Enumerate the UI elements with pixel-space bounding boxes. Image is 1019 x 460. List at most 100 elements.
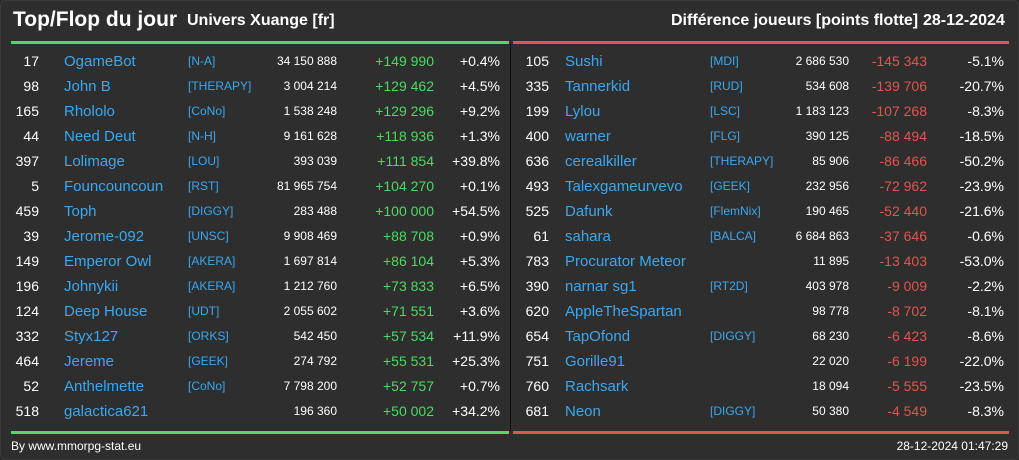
table-row: 17 OgameBot [N-A] 34 150 888 +149 990 +0.4% (1, 49, 510, 74)
player-name-link[interactable]: OgameBot (64, 53, 136, 70)
table-row: 124 Deep House [UDT] 2 055 602 +71 551 +3.6% (1, 299, 510, 324)
alliance-tag-link[interactable]: [FlemNix] (710, 204, 761, 218)
alliance-tag-link[interactable]: [RST] (188, 179, 219, 193)
fleet-points-cell: 390 125 (805, 129, 849, 143)
universe-label: Univers Xuange [fr] (187, 12, 335, 29)
alliance-tag-link[interactable]: [UNSC] (188, 229, 229, 243)
rank-cell: 335 (525, 78, 549, 94)
rank-cell: 681 (525, 403, 549, 419)
alliance-tag-link[interactable]: [DIGGY] (188, 204, 234, 218)
timestamp-text: 28-12-2024 01:47:29 (896, 439, 1008, 453)
alliance-tag-link[interactable]: [RT2D] (710, 279, 748, 293)
player-name-link[interactable]: Jereme (64, 353, 115, 370)
alliance-tag-link[interactable]: [MDI] (710, 54, 739, 68)
percent-change-cell: +5.3% (459, 253, 500, 269)
player-name-link[interactable]: Rhololo (64, 103, 115, 120)
player-name-link[interactable]: John B (64, 78, 111, 95)
player-name-link[interactable]: Tannerkid (565, 78, 631, 95)
top-gainers-table: 17 OgameBot [N-A] 34 150 888 +149 990 +0.4% 98… (1, 49, 510, 424)
rank-cell: 98 (23, 78, 39, 94)
player-name-link[interactable]: Lylou (565, 103, 601, 120)
percent-change-cell: +54.5% (452, 203, 500, 219)
fleet-points-cell: 11 895 (813, 254, 849, 268)
player-name-link[interactable]: Talexgameurvevo (565, 178, 683, 195)
points-delta-cell: +50 002 (383, 403, 434, 419)
percent-change-cell: +0.9% (459, 228, 500, 244)
alliance-tag-link[interactable]: [FLG] (710, 129, 741, 143)
table-row: 464 Jereme [GEEK] 274 792 +55 531 +25.3% (1, 349, 510, 374)
player-name-link[interactable]: sahara (565, 228, 611, 245)
points-delta-cell: +57 534 (383, 328, 434, 344)
percent-change-cell: -21.6% (959, 203, 1004, 219)
table-row: 44 Need Deut [N-H] 9 161 628 +118 936 +1.3% (1, 124, 510, 149)
player-name-link[interactable]: Procurator Meteor (565, 253, 686, 270)
table-row: 783 Procurator Meteor 11 895 -13 403 -53.0% (511, 249, 1018, 274)
player-name-link[interactable]: cerealkiller (565, 153, 637, 170)
date-label: 28-12-2024 (923, 12, 1005, 29)
fleet-points-cell: 1 697 814 (283, 254, 337, 268)
percent-change-cell: -23.5% (959, 378, 1004, 394)
table-row: 335 Tannerkid [RUD] 534 608 -139 706 -20.7% (511, 74, 1018, 99)
percent-change-cell: -23.9% (959, 178, 1004, 194)
alliance-tag-link[interactable]: [N-A] (188, 54, 216, 68)
player-name-link[interactable]: Jerome-092 (64, 228, 145, 245)
alliance-tag-link[interactable]: [CoNo] (188, 104, 226, 118)
points-delta-cell: -6 423 (887, 328, 927, 344)
rank-cell: 751 (525, 353, 549, 369)
table-row: 525 Dafunk [FlemNix] 190 465 -52 440 -21.6% (511, 199, 1018, 224)
player-name-link[interactable]: TapOfond (565, 328, 631, 345)
alliance-tag-link[interactable]: [UDT] (188, 304, 220, 318)
percent-change-cell: -8.1% (967, 303, 1004, 319)
fleet-points-cell: 196 360 (293, 404, 337, 418)
percent-change-cell: +34.2% (452, 403, 500, 419)
player-name-link[interactable]: galactica621 (64, 403, 149, 420)
points-delta-cell: +55 531 (383, 353, 434, 369)
alliance-tag-link[interactable]: [DIGGY] (710, 404, 756, 418)
player-name-link[interactable]: Need Deut (64, 128, 136, 145)
alliance-tag-link[interactable]: [RUD] (710, 79, 743, 93)
player-name-link[interactable]: Johnykii (64, 278, 119, 295)
percent-change-cell: +6.5% (459, 278, 500, 294)
rank-cell: 390 (525, 278, 549, 294)
fleet-points-cell: 1 183 123 (795, 104, 849, 118)
alliance-tag-link[interactable]: [THERAPY] (188, 79, 252, 93)
alliance-tag-link[interactable]: [GEEK] (188, 354, 229, 368)
alliance-tag-link[interactable]: [AKERA] (188, 279, 236, 293)
player-name-link[interactable]: Dafunk (565, 203, 613, 220)
player-name-link[interactable]: Toph (64, 203, 97, 220)
alliance-tag-link[interactable]: [AKERA] (188, 254, 236, 268)
alliance-tag-link[interactable]: [LOU] (188, 154, 220, 168)
player-name-link[interactable]: Neon (565, 403, 601, 420)
alliance-tag-link[interactable]: [CoNo] (188, 379, 226, 393)
alliance-tag-link[interactable]: [THERAPY] (710, 154, 774, 168)
fleet-points-cell: 393 039 (293, 154, 337, 168)
player-name-link[interactable]: Gorille91 (565, 353, 626, 370)
player-name-link[interactable]: Anthelmette (64, 378, 145, 395)
alliance-tag-link[interactable]: [N-H] (188, 129, 216, 143)
alliance-tag-link[interactable]: [ORKS] (188, 329, 229, 343)
player-name-link[interactable]: Deep House (64, 303, 148, 320)
player-name-link[interactable]: Rachsark (565, 378, 629, 395)
alliance-tag-link[interactable]: [BALCA] (710, 229, 757, 243)
player-name-link[interactable]: Styx127 (64, 328, 119, 345)
alliance-tag-link[interactable]: [GEEK] (710, 179, 751, 193)
player-name-link[interactable]: Emperor Owl (64, 253, 152, 270)
percent-change-cell: -8.3% (967, 403, 1004, 419)
alliance-tag-link[interactable]: [LSC] (710, 104, 741, 118)
rank-cell: 525 (525, 203, 549, 219)
player-name-link[interactable]: narnar sg1 (565, 278, 637, 295)
alliance-tag-link[interactable]: [DIGGY] (710, 329, 756, 343)
fleet-points-cell: 190 465 (805, 204, 849, 218)
player-name-link[interactable]: Lolimage (64, 153, 125, 170)
player-name-link[interactable]: warner (565, 128, 611, 145)
player-name-link[interactable]: Sushi (565, 53, 603, 70)
table-row: 105 Sushi [MDI] 2 686 530 -145 343 -5.1% (511, 49, 1018, 74)
player-name-link[interactable]: AppleTheSpartan (565, 303, 682, 320)
points-delta-cell: -4 549 (887, 403, 927, 419)
table-row: 390 narnar sg1 [RT2D] 403 978 -9 009 -2.2% (511, 274, 1018, 299)
table-row: 5 Founcouncoun [RST] 81 965 754 +104 270 +0.1… (1, 174, 510, 199)
percent-change-cell: -18.5% (959, 128, 1004, 144)
player-name-link[interactable]: Founcouncoun (64, 178, 164, 195)
percent-change-cell: -8.6% (967, 328, 1004, 344)
points-delta-cell: +149 990 (375, 53, 434, 69)
